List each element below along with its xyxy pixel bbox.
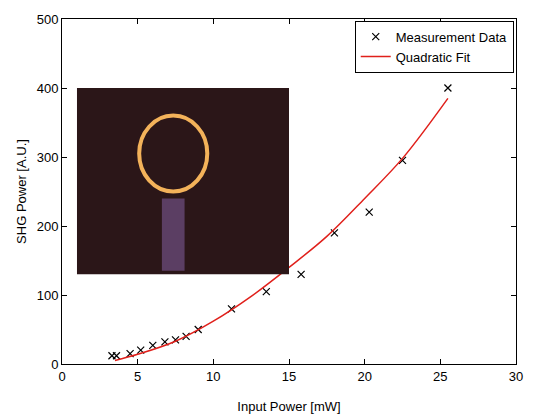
svg-text:300: 300: [37, 150, 59, 165]
svg-text:100: 100: [37, 288, 59, 303]
svg-text:0: 0: [51, 357, 58, 372]
svg-text:500: 500: [37, 12, 59, 27]
svg-text:SHG Power [A.U.]: SHG Power [A.U.]: [14, 139, 29, 244]
svg-text:Input Power [mW]: Input Power [mW]: [237, 399, 340, 414]
svg-text:10: 10: [206, 369, 220, 384]
svg-text:5: 5: [134, 369, 141, 384]
svg-text:25: 25: [433, 369, 447, 384]
svg-text:30: 30: [509, 369, 523, 384]
svg-text:Quadratic Fit: Quadratic Fit: [396, 50, 471, 65]
svg-text:15: 15: [282, 369, 296, 384]
svg-text:Measurement Data: Measurement Data: [396, 30, 507, 45]
svg-text:200: 200: [37, 219, 59, 234]
svg-text:20: 20: [357, 369, 371, 384]
svg-text:400: 400: [37, 81, 59, 96]
svg-text:0: 0: [58, 369, 65, 384]
